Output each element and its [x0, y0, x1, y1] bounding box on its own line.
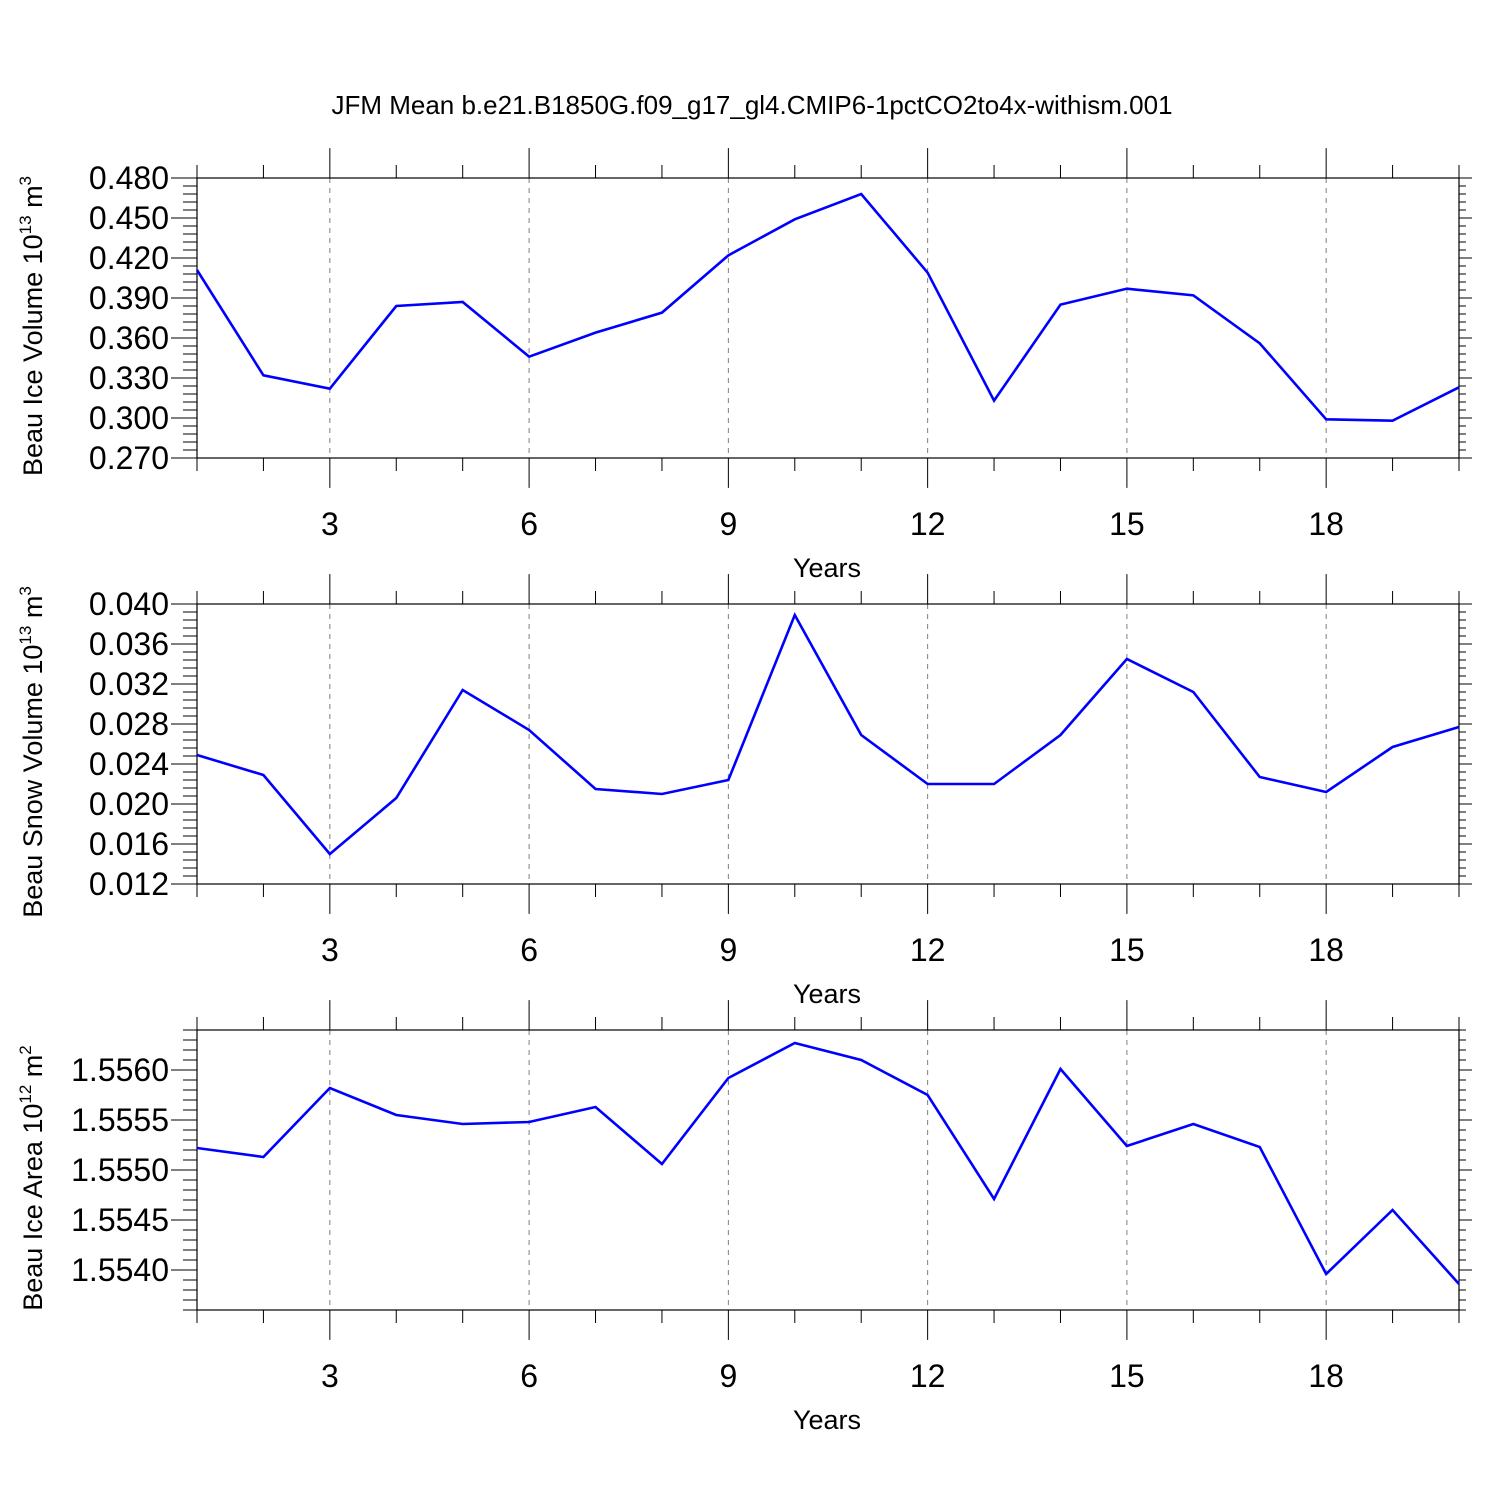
y-axis-label-part: m: [18, 596, 48, 626]
y-axis-label-part: m: [18, 1055, 48, 1085]
x-tick-label: 12: [910, 1358, 946, 1394]
y-axis-label-part: Beau Ice Area 10: [18, 1104, 48, 1311]
y-axis-label-part: m: [18, 185, 48, 215]
y-axis-label-part: 3: [16, 586, 35, 595]
x-axis-label: Years: [793, 553, 861, 583]
x-tick-label: 3: [321, 506, 339, 542]
y-tick-label: 0.390: [89, 280, 169, 316]
x-tick-label: 3: [321, 1358, 339, 1394]
y-tick-label: 1.5560: [71, 1052, 169, 1088]
data-series-line: [196, 611, 1460, 856]
x-tick-label: 9: [719, 506, 737, 542]
y-axis-label: Beau Snow Volume 1013 m3: [16, 586, 48, 918]
y-tick-label: 0.020: [89, 786, 169, 822]
x-tick-label: 9: [719, 1358, 737, 1394]
y-tick-label: 0.024: [89, 746, 169, 782]
x-tick-label: 9: [719, 932, 737, 968]
chart-panel-3: 1.5540 1.5545 1.5550 1.5555 1.5560 3 6 9 12 15 18 Y…: [16, 1000, 1472, 1435]
x-tick-label: 6: [520, 506, 538, 542]
plot-frame: [196, 1029, 1460, 1311]
y-tick-label: 0.270: [89, 440, 169, 476]
chart-title: JFM Mean b.e21.B1850G.f09_g17_gl4.CMIP6-…: [331, 90, 1172, 120]
y-tick-label: 1.5540: [71, 1252, 169, 1288]
y-axis-label-part: Beau Ice Volume 10: [18, 234, 48, 476]
plot-frame: [196, 177, 1460, 459]
x-tick-label: 15: [1109, 506, 1145, 542]
x-axis-label: Years: [793, 979, 861, 1009]
y-tick-label: 0.420: [89, 240, 169, 276]
y-tick-label: 1.5555: [71, 1102, 169, 1138]
x-tick-label: 15: [1109, 932, 1145, 968]
y-axis-label: Beau Ice Area 1012 m2: [16, 1045, 48, 1311]
y-axis-label-part: Beau Snow Volume 10: [18, 645, 48, 918]
x-tick-label: 18: [1308, 506, 1344, 542]
data-series-line: [196, 1041, 1460, 1285]
y-tick-label: 0.016: [89, 826, 169, 862]
x-tick-label: 12: [910, 506, 946, 542]
y-tick-label: 1.5545: [71, 1202, 169, 1238]
x-tick-label: 3: [321, 932, 339, 968]
x-axis-label: Years: [793, 1405, 861, 1435]
y-axis-label: Beau Ice Volume 1013 m3: [16, 176, 48, 476]
y-axis-label-part: 13: [16, 626, 35, 645]
x-tick-label: 6: [520, 1358, 538, 1394]
y-tick-label: 0.450: [89, 200, 169, 236]
x-tick-label: 15: [1109, 1358, 1145, 1394]
x-tick-label: 18: [1308, 932, 1344, 968]
x-tick-label: 18: [1308, 1358, 1344, 1394]
y-tick-label: 0.028: [89, 706, 169, 742]
y-tick-label: 0.036: [89, 626, 169, 662]
x-tick-label: 6: [520, 932, 538, 968]
y-axis-label-part: 3: [16, 176, 35, 185]
y-tick-label: 0.480: [89, 160, 169, 196]
y-tick-label: 0.300: [89, 400, 169, 436]
y-tick-label: 0.012: [89, 866, 169, 902]
y-axis-label-part: 13: [16, 215, 35, 234]
chart-panel-1: 0.270 0.300 0.330 0.360 0.390 0.420 0.450 0.480…: [16, 148, 1472, 583]
plot-frame: [196, 603, 1460, 885]
y-tick-label: 0.360: [89, 320, 169, 356]
y-tick-label: 1.5550: [71, 1152, 169, 1188]
y-tick-label: 0.040: [89, 586, 169, 622]
y-axis-label-part: 12: [16, 1085, 35, 1104]
chart-panel-2: 0.012 0.016 0.020 0.024 0.028 0.032 0.036 0.040…: [16, 574, 1472, 1009]
data-series-line: [195, 192, 1460, 422]
y-axis-label-part: 2: [16, 1045, 35, 1054]
y-tick-label: 0.330: [89, 360, 169, 396]
x-tick-label: 12: [910, 932, 946, 968]
y-tick-label: 0.032: [89, 666, 169, 702]
